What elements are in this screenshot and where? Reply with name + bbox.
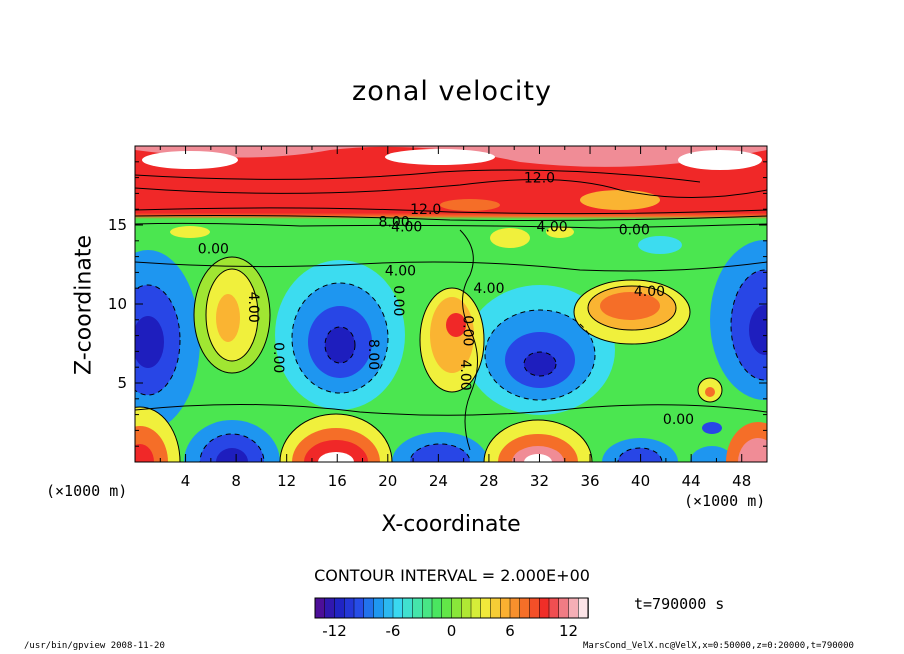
colorbar-tick-label: 12	[559, 622, 578, 640]
contour-label: 0.00	[270, 342, 286, 373]
contour-label: 4.00	[537, 219, 568, 235]
chart-title: zonal velocity	[352, 76, 552, 107]
footer-right: MarsCond_VelX.nc@VelX,x=0:50000,z=0:2000…	[583, 641, 854, 651]
contour-field: 12.012.08.004.00 4.004.000.004.004.000.00…	[135, 146, 767, 462]
contour-label: 4.00	[245, 292, 261, 323]
x-axis-unit: (×1000 m)	[46, 482, 128, 500]
colorbar-swatch	[431, 597, 443, 619]
x-tick-label: 32	[530, 472, 549, 490]
footer-left: /usr/bin/gpview 2008-11-20	[24, 641, 165, 651]
contour-label: 4.00	[457, 360, 473, 391]
y-tick-label: 15	[108, 216, 127, 234]
colorbar-swatch	[353, 597, 365, 619]
x-tick-label: 24	[429, 472, 448, 490]
colorbar-swatch	[422, 597, 433, 619]
contour-label: 12.0	[524, 170, 555, 186]
colorbar-swatch	[412, 597, 423, 619]
colorbar-swatch	[490, 597, 501, 619]
contour-label: 4.00	[385, 264, 416, 280]
colorbar-swatch	[344, 597, 355, 619]
colorbar-swatch	[392, 597, 404, 619]
contour-label: 0.00	[198, 241, 229, 257]
contour-label: 8.00	[365, 339, 381, 370]
colorbar-tick-label: 0	[447, 622, 457, 640]
contour-label: 12.0	[410, 202, 441, 218]
contour-label: 4.00	[391, 219, 422, 235]
x-tick-label: 36	[580, 472, 599, 490]
y-tick-label: 5	[117, 374, 127, 392]
colorbar-swatch	[451, 597, 462, 619]
colorbar-swatch	[383, 597, 394, 619]
contour-labels: 12.012.08.004.00 4.004.000.004.004.000.00…	[198, 170, 694, 428]
contour-label: 4.00	[634, 284, 665, 300]
contour-label: 8.00	[379, 215, 410, 231]
y-axis-unit: (×1000 m)	[684, 492, 766, 510]
x-tick-label: 8	[231, 472, 241, 490]
x-tick-label: 12	[277, 472, 296, 490]
colorbar-swatch	[324, 597, 336, 619]
colorbar-swatch	[519, 597, 531, 619]
contour-label: 0.00	[390, 285, 406, 316]
colorbar-swatch	[568, 597, 579, 619]
contour-label: 0.00	[460, 315, 476, 346]
time-label: t=790000 s	[634, 595, 725, 613]
colorbar: -12 -6 0 6 12	[314, 597, 589, 640]
x-axis-label: X-coordinate	[381, 512, 521, 537]
colorbar-swatch	[402, 597, 414, 619]
contour-interval-label: CONTOUR INTERVAL = 2.000E+00	[314, 566, 590, 585]
y-axis-label: Z-coordinate	[71, 235, 97, 375]
colorbar-swatch	[441, 597, 453, 619]
x-tick-label: 44	[682, 472, 701, 490]
colorbar-swatch	[529, 597, 540, 619]
x-tick-label: 48	[732, 472, 751, 490]
colorbar-swatch	[334, 597, 345, 619]
colorbar-tick-label: 6	[505, 622, 515, 640]
colorbar-swatch	[314, 597, 326, 619]
colorbar-swatch	[509, 597, 521, 619]
colorbar-frame	[314, 597, 589, 619]
x-axis: 4 8 12 16 20 24 28 32 36 40 44 48	[159, 146, 751, 490]
colorbar-tick-label: -12	[322, 622, 347, 640]
contour-label: 0.00	[663, 412, 694, 428]
colorbar-swatch	[578, 597, 589, 619]
y-tick-label: 10	[108, 295, 127, 313]
x-tick-label: 40	[631, 472, 650, 490]
x-tick-label: 20	[378, 472, 397, 490]
colorbar-swatch	[363, 597, 375, 619]
x-tick-label: 4	[181, 472, 191, 490]
contour-label: 0.00	[619, 222, 650, 238]
colorbar-swatch	[373, 597, 384, 619]
x-tick-label: 16	[328, 472, 347, 490]
colorbar-swatch	[558, 597, 570, 619]
contour-label: 4.00	[473, 281, 504, 297]
colorbar-swatch	[470, 597, 482, 619]
colorbar-swatch	[461, 597, 472, 619]
colorbar-swatch	[500, 597, 511, 619]
y-axis: 5 10 15	[108, 161, 767, 447]
colorbar-tick-label: -6	[386, 622, 401, 640]
colorbar-swatch	[480, 597, 492, 619]
colorbar-swatch	[539, 597, 550, 619]
colorbar-swatch	[548, 597, 560, 619]
x-tick-label: 28	[479, 472, 498, 490]
